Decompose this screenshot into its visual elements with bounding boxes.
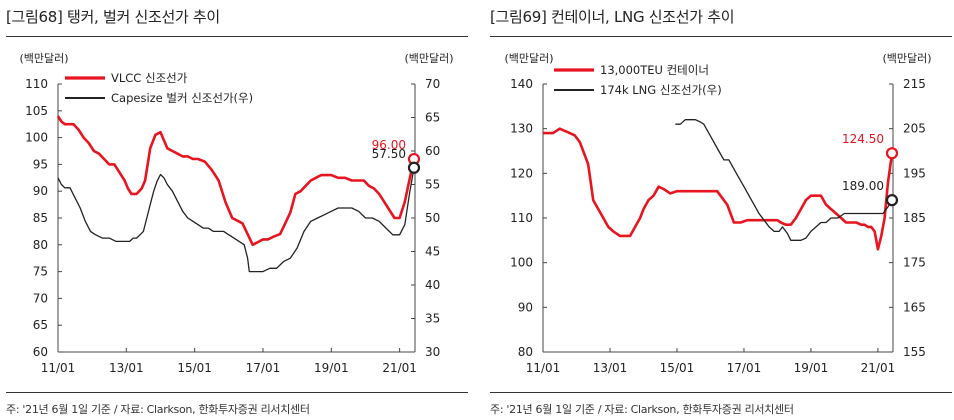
y-tick-right-label: 45 [425,245,440,259]
y-tick-left-label: 95 [33,157,48,171]
y-tick-right-label: 40 [425,278,440,292]
series-line [56,115,416,247]
y-tick-right-label: 60 [425,144,440,158]
series-end-marker [407,161,421,174]
legend-entry: Capesize 벌커 신조선가(우) [111,91,253,105]
y-tick-left-label: 100 [510,256,533,270]
series-end-label: 96.00 [372,138,406,152]
y-tick-right-label: 50 [425,211,440,225]
y-tick-right-label: 175 [903,256,926,270]
x-tick-label: 17/01 [246,361,281,375]
chart-title: [그림69] 컨테이너, LNG 신조선가 추이 [490,8,735,26]
x-tick-label: 19/01 [794,361,829,375]
series-end-marker [885,147,899,160]
y-tick-left-label: 130 [510,122,533,136]
x-tick-label: 13/01 [593,361,628,375]
y-tick-left-label: 110 [510,211,533,225]
y-tick-left-label: 90 [33,184,48,198]
y-axis-right-label: (백만달러) [404,52,453,65]
y-tick-left-label: 120 [510,166,533,180]
series-end-label: 189.00 [842,179,884,193]
series-end-label: 124.50 [842,132,884,146]
source-divider [490,392,952,393]
y-tick-left-label: 80 [33,238,48,252]
y-tick-left-label: 65 [33,318,48,332]
title-underline [6,36,468,37]
series-line [543,127,894,251]
y-tick-left-label: 70 [33,291,48,305]
y-tick-left-label: 80 [518,345,533,359]
y-tick-right-label: 165 [903,300,926,314]
x-tick-label: 21/01 [382,361,417,375]
series-end-label: 57.50 [372,147,406,161]
y-tick-right-label: 185 [903,211,926,225]
y-axis-left-label: (백만달러) [19,52,68,65]
y-tick-right-label: 215 [903,77,926,91]
x-tick-label: 19/01 [314,361,349,375]
y-tick-right-label: 155 [903,345,926,359]
chart-svg: (백만달러) (백만달러) 80 90 100 110 120 130 140 155 165 175… [504,52,931,375]
y-tick-right-label: 65 [425,111,440,125]
y-axis-right-label: (백만달러) [882,52,931,65]
series-line [675,119,893,241]
chart-panel-tanker-bulker: [그림68] 탱커, 벌커 신조선가 추이 (백만달러) (백만달러) 60 65 70… [6,0,468,420]
chart-title: [그림68] 탱커, 벌커 신조선가 추이 [6,8,220,26]
y-tick-left-label: 100 [25,131,48,145]
x-tick-label: 13/01 [109,361,144,375]
x-tick-label: 15/01 [177,361,212,375]
legend-entry: 174k LNG 신조선가(우) [600,83,722,97]
x-tick-label: 11/01 [41,361,76,375]
legend-entry: 13,000TEU 컨테이너 [600,63,709,77]
y-tick-left-label: 140 [510,77,533,91]
y-tick-right-label: 205 [903,122,926,136]
chart-panel-container-lng: [그림69] 컨테이너, LNG 신조선가 추이 (백만달러) (백만달러) 80 9… [490,0,952,420]
y-tick-right-label: 70 [425,77,440,91]
y-tick-left-label: 105 [25,104,48,118]
y-tick-left-label: 85 [33,211,48,225]
source-divider [6,392,468,393]
series-end-marker [885,194,899,207]
y-tick-right-label: 195 [903,166,926,180]
title-underline [490,36,952,37]
y-tick-left-label: 60 [33,345,48,359]
x-tick-label: 21/01 [861,361,896,375]
y-axis-left-label: (백만달러) [504,52,553,65]
y-tick-right-label: 30 [425,345,440,359]
y-tick-right-label: 55 [425,178,440,192]
series-line [57,167,415,273]
x-tick-label: 17/01 [727,361,762,375]
chart-source: 주: '21년 6월 1일 기준 / 자료: Clarkson, 한화투자증권 … [490,403,794,416]
chart-source: 주: '21년 6월 1일 기준 / 자료: Clarkson, 한화투자증권 … [6,403,310,416]
x-tick-label: 11/01 [526,361,561,375]
chart-svg: (백만달러) (백만달러) 60 65 70 75 80 85 90 95 100 105 110 30 3… [19,52,453,375]
y-tick-right-label: 35 [425,312,440,326]
x-tick-label: 15/01 [660,361,695,375]
y-tick-left-label: 75 [33,265,48,279]
y-tick-left-label: 110 [25,77,48,91]
y-tick-left-label: 90 [518,300,533,314]
legend-entry: VLCC 신조선가 [111,71,188,85]
